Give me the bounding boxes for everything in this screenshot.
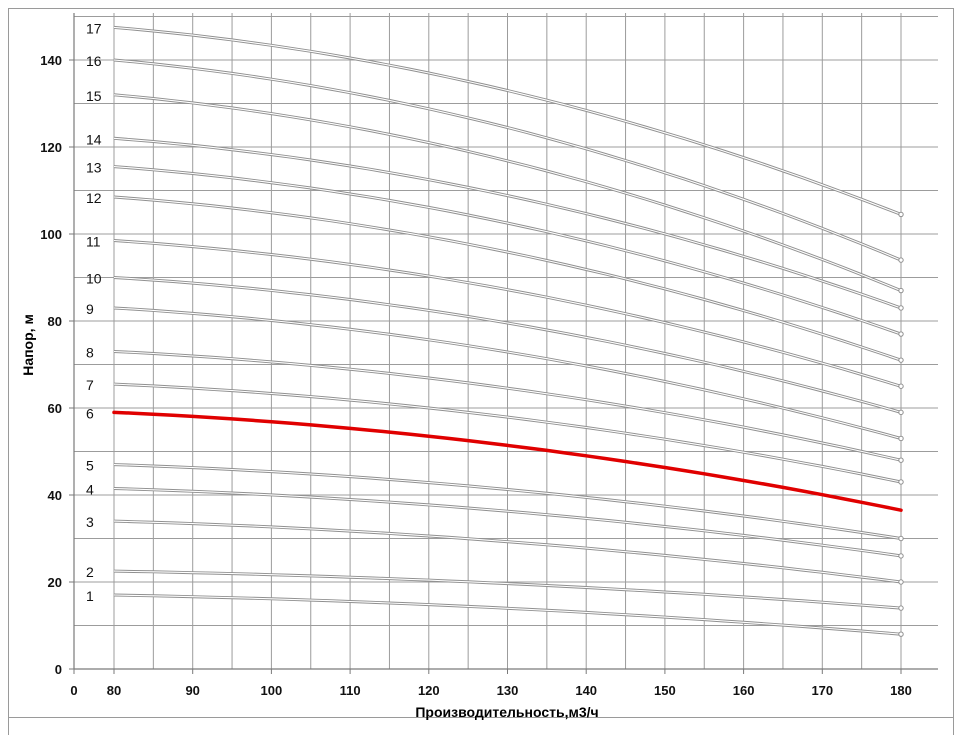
curve-number-label: 16	[86, 53, 102, 69]
y-tick-label: 40	[48, 488, 62, 503]
curve-end-marker	[898, 409, 904, 416]
x-tick-label: 170	[811, 683, 833, 698]
curve-number-label: 12	[86, 190, 102, 206]
curves	[112, 25, 904, 637]
x-tick-label: 120	[418, 683, 440, 698]
y-axis-title: Напор, м	[20, 314, 36, 376]
curve-number-label: 6	[86, 405, 94, 421]
bottom-strip	[8, 718, 954, 735]
pump-curve-inner	[113, 59, 902, 261]
pump-curve-inner	[113, 570, 902, 609]
x-tick-label: 80	[107, 683, 121, 698]
y-tick-label: 140	[40, 53, 62, 68]
curve-number-label: 7	[86, 377, 94, 393]
pump-curve-inner	[113, 166, 902, 335]
curve-number-label: 11	[86, 234, 101, 250]
pump-curve-inner	[113, 94, 902, 292]
pump-curve-inner	[113, 520, 902, 583]
pump-curve-inner	[113, 137, 902, 309]
pump-curve-inner	[113, 26, 902, 215]
curve-end-marker	[898, 579, 904, 585]
pump-curve-inner	[113, 350, 902, 461]
curve-end-marker	[898, 553, 904, 559]
curve-number-label: 8	[86, 344, 94, 360]
curve-end-marker	[898, 631, 904, 637]
curve-number-label: 10	[86, 271, 102, 287]
curve-end-marker	[898, 331, 904, 337]
x-tick-label: 90	[185, 683, 199, 698]
curve-end-marker	[898, 357, 904, 363]
pump-curve-inner	[113, 464, 902, 540]
curve-end-marker	[898, 383, 904, 389]
curve-number-label: 1	[86, 588, 94, 604]
curve-number-label: 15	[86, 88, 102, 104]
y-tick-label: 0	[55, 662, 62, 677]
curve-end-marker	[898, 211, 904, 218]
curve-number-label: 17	[86, 20, 102, 36]
x-tick-label: 110	[340, 683, 361, 698]
x-tick-label: 100	[261, 683, 283, 698]
x-tick-label: 130	[497, 683, 519, 698]
curve-number-label: 4	[86, 481, 94, 497]
curve-number-label: 9	[86, 301, 94, 317]
pump-curve-inner	[113, 276, 902, 413]
curve-number-label: 13	[86, 160, 102, 176]
x-tick-label: 150	[654, 683, 676, 698]
curve-number-label: 3	[86, 514, 94, 530]
curve-end-marker	[898, 305, 904, 311]
curve-end-marker	[898, 257, 904, 263]
y-tick-label: 60	[48, 401, 62, 416]
curve-end-marker	[898, 287, 904, 294]
curve-end-marker	[898, 479, 904, 485]
pump-curve-inner	[113, 594, 902, 635]
pump-curve-inner	[113, 383, 902, 483]
x-tick-label: 0	[70, 683, 77, 698]
curve-end-marker	[898, 435, 904, 442]
pump-curve-inner	[113, 239, 902, 387]
tick-labels: 0 80 90 100 110 120 130 140 150 160 170 18002040608…	[40, 53, 912, 698]
x-tick-label: 160	[733, 683, 755, 698]
y-tick-label: 100	[40, 227, 62, 242]
x-axis-title: Производительность,м3/ч	[415, 704, 598, 720]
pump-curve-inner	[113, 487, 902, 557]
y-tick-label: 20	[48, 575, 62, 590]
curve-number-label: 14	[86, 131, 102, 147]
curve-end-marker	[898, 535, 904, 542]
y-tick-label: 120	[40, 140, 62, 155]
curve-number-label: 2	[86, 564, 94, 580]
pump-curve-inner	[113, 196, 902, 361]
axes	[69, 13, 938, 674]
pump-curve-inner	[113, 307, 902, 440]
curve-end-marker	[898, 605, 904, 611]
y-tick-label: 80	[48, 314, 62, 329]
pump-curve-highlighted	[112, 410, 903, 512]
curve-number-label: 5	[86, 458, 94, 474]
x-tick-label: 140	[575, 683, 597, 698]
curve-end-marker	[898, 457, 904, 463]
x-tick-label: 180	[890, 683, 912, 698]
